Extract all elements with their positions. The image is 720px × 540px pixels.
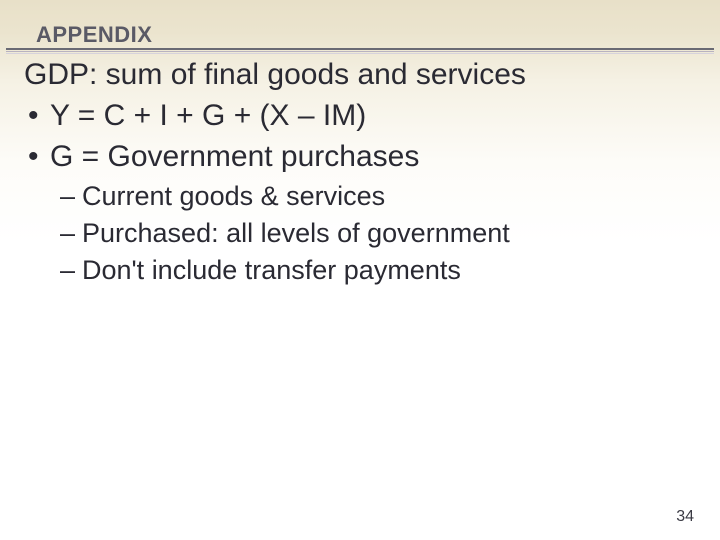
header-rule xyxy=(6,48,714,54)
sub-text: Purchased: all levels of government xyxy=(82,215,510,251)
bullet-item: • G = Government purchases xyxy=(24,137,696,176)
bullet-item: • Y = C + I + G + (X – IM) xyxy=(24,96,696,135)
sub-marker: – xyxy=(60,178,82,214)
sub-item: – Purchased: all levels of government xyxy=(60,215,696,251)
sub-text: Don't include transfer payments xyxy=(82,252,461,288)
sub-item: – Current goods & services xyxy=(60,178,696,214)
sub-text: Current goods & services xyxy=(82,178,385,214)
slide-content: GDP: sum of final goods and services • Y… xyxy=(24,56,696,290)
sub-marker: – xyxy=(60,252,82,288)
bullet-text: G = Government purchases xyxy=(50,137,419,176)
page-number: 34 xyxy=(676,508,694,526)
sub-marker: – xyxy=(60,215,82,251)
header-band: APPENDIX xyxy=(0,22,720,52)
sub-item: – Don't include transfer payments xyxy=(60,252,696,288)
appendix-label: APPENDIX xyxy=(36,22,152,48)
bullet-marker: • xyxy=(24,137,50,176)
bullet-marker: • xyxy=(24,96,50,135)
slide-title: GDP: sum of final goods and services xyxy=(24,56,696,94)
bullet-text: Y = C + I + G + (X – IM) xyxy=(50,96,366,135)
